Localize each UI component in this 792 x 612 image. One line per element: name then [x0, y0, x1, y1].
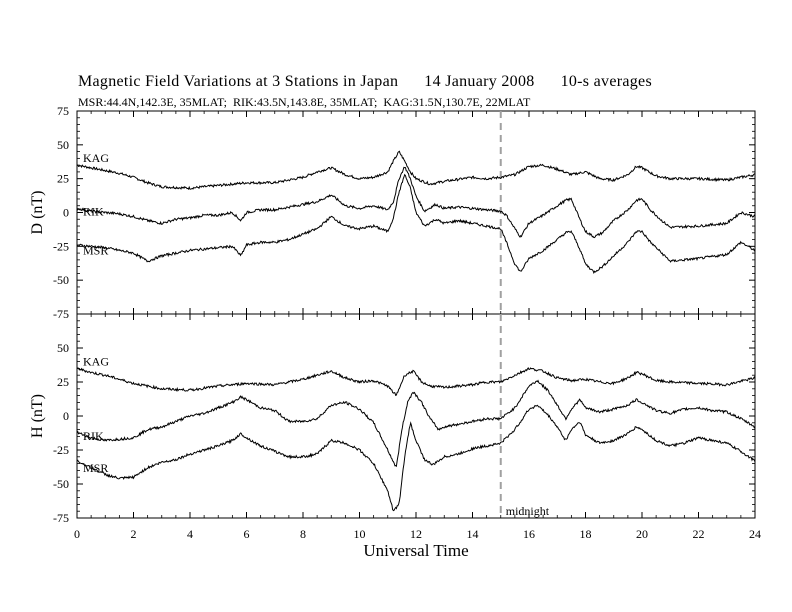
- x-tick-label: 16: [523, 527, 535, 541]
- x-tick-label: 0: [74, 527, 80, 541]
- y-tick-label: -50: [53, 273, 69, 287]
- y-axis-label: H (nT): [29, 394, 46, 438]
- y-tick-label: -75: [53, 307, 69, 321]
- x-tick-label: 4: [187, 527, 193, 541]
- chart-title-row: Magnetic Field Variations at 3 Stations …: [78, 73, 652, 91]
- d-component-panel: -75 -50 -25 0 25 50 75 D (nT) KAG RIK MSR: [29, 104, 756, 321]
- y-tick-label: 50: [57, 138, 69, 152]
- x-tick-label: 20: [636, 527, 648, 541]
- y-tick-label: 25: [57, 375, 69, 389]
- x-tick-label: 14: [467, 527, 479, 541]
- midnight-label: midnight: [506, 504, 550, 518]
- y-tick-label: 75: [57, 104, 69, 118]
- x-tick-label: 2: [131, 527, 137, 541]
- series-line-msr: [76, 173, 756, 275]
- x-tick-label: 10: [354, 527, 366, 541]
- series-line-kag: [76, 366, 756, 397]
- y-tick-label: -25: [53, 443, 69, 457]
- x-tick-label: 12: [410, 527, 422, 541]
- y-tick-label: -50: [53, 477, 69, 491]
- y-tick-label: 0: [63, 409, 69, 423]
- station-coordinates: MSR:44.4N,142.3E, 35MLAT; RIK:43.5N,143.…: [78, 95, 531, 109]
- series-label-kag: KAG: [83, 355, 109, 369]
- y-tick-label: -75: [53, 511, 69, 525]
- x-tick-label: 24: [749, 527, 761, 541]
- y-axis-label: D (nT): [29, 191, 46, 235]
- series-line-msr: [76, 404, 756, 512]
- series-line-kag: [76, 150, 756, 190]
- x-axis-label: Universal Time: [363, 541, 468, 560]
- panel-frame: [76, 313, 756, 519]
- y-tick-label: 25: [57, 172, 69, 186]
- series-label-rik: RIK: [83, 429, 104, 443]
- series-label-kag: KAG: [83, 151, 109, 165]
- x-tick-label: 8: [300, 527, 306, 541]
- y-tick-label: 50: [57, 341, 69, 355]
- series-label-msr: MSR: [83, 243, 108, 257]
- x-tick-label: 22: [693, 527, 705, 541]
- y-tick-label: -25: [53, 239, 69, 253]
- series-label-msr: MSR: [83, 461, 108, 475]
- series-label-rik: RIK: [83, 204, 104, 218]
- x-tick-label: 18: [580, 527, 592, 541]
- y-tick-label: 0: [63, 206, 69, 220]
- series-line-rik: [76, 379, 756, 468]
- chart-title: Magnetic Field Variations at 3 Stations …: [78, 73, 399, 90]
- chart-averaging: 10-s averages: [560, 73, 652, 90]
- x-tick-label: 6: [244, 527, 250, 541]
- chart-date: 14 January 2008: [424, 73, 535, 90]
- series-line-rik: [76, 166, 756, 239]
